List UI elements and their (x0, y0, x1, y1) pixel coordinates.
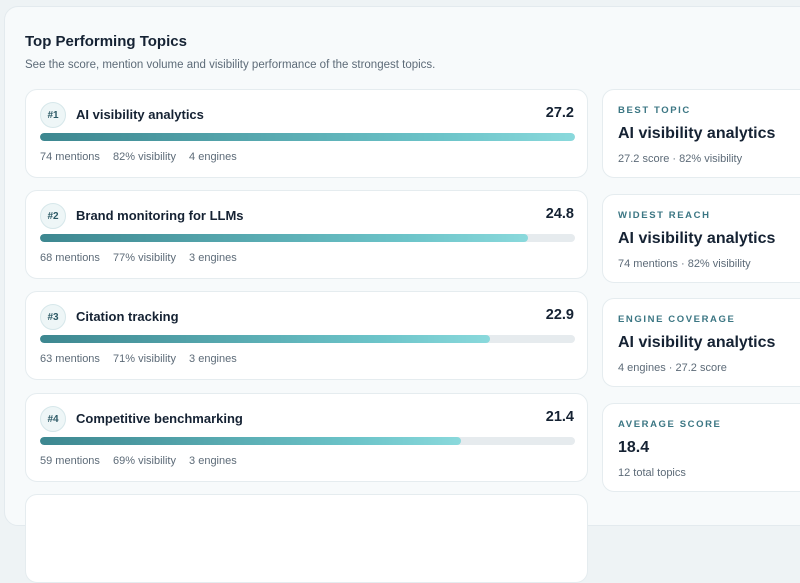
visibility-percent: 82% visibility (113, 151, 176, 163)
stat-detail: 74 mentions · 82% visibility (618, 258, 751, 270)
engines-count: 3 engines (189, 252, 237, 264)
rank-badge: #2 (40, 203, 66, 229)
stat-value: AI visibility analytics (618, 334, 776, 351)
engines-count: 3 engines (189, 353, 237, 365)
topic-card[interactable]: #1 AI visibility analytics 27.2 74 menti… (25, 89, 588, 178)
stat-label: WIDEST REACH (618, 210, 711, 221)
score-progress-fill (40, 335, 491, 343)
stat-detail: 12 total topics (618, 467, 686, 479)
stat-label: BEST TOPIC (618, 105, 691, 116)
score-progress-track (40, 234, 575, 242)
stat-detail: 4 engines · 27.2 score (618, 362, 727, 374)
score-progress-track (40, 335, 575, 343)
topic-score: 24.8 (545, 206, 574, 222)
topic-meta: 68 mentions 77% visibility 3 engines (40, 252, 247, 264)
topic-card[interactable]: #3 Citation tracking 22.9 63 mentions 71… (25, 291, 588, 380)
mentions-count: 63 mentions (40, 353, 100, 365)
topic-card-partial[interactable] (25, 494, 588, 583)
topic-meta: 63 mentions 71% visibility 3 engines (40, 353, 247, 365)
score-progress-fill (40, 437, 462, 445)
score-progress-track (40, 437, 575, 445)
visibility-percent: 77% visibility (113, 252, 176, 264)
topic-card[interactable]: #4 Competitive benchmarking 21.4 59 ment… (25, 393, 588, 482)
topic-meta: 74 mentions 82% visibility 4 engines (40, 151, 247, 163)
score-progress-fill (40, 234, 528, 242)
score-progress-fill (40, 133, 575, 141)
topic-name: Brand monitoring for LLMs (76, 208, 244, 223)
average-score-card: AVERAGE SCORE 18.4 12 total topics (602, 403, 800, 492)
engines-count: 4 engines (189, 151, 237, 163)
stat-detail: 27.2 score · 82% visibility (618, 153, 743, 165)
visibility-percent: 69% visibility (113, 455, 176, 467)
engine-coverage-card: ENGINE COVERAGE AI visibility analytics … (602, 298, 800, 387)
mentions-count: 59 mentions (40, 455, 100, 467)
mentions-count: 74 mentions (40, 151, 100, 163)
section-subtitle: See the score, mention volume and visibi… (25, 59, 436, 71)
topic-name: Competitive benchmarking (76, 411, 243, 426)
stat-label: ENGINE COVERAGE (618, 314, 736, 325)
topic-score: 27.2 (545, 105, 574, 121)
topic-name: Citation tracking (76, 309, 179, 324)
topic-meta: 59 mentions 69% visibility 3 engines (40, 455, 247, 467)
best-topic-card: BEST TOPIC AI visibility analytics 27.2 … (602, 89, 800, 178)
stat-value: AI visibility analytics (618, 125, 776, 142)
visibility-percent: 71% visibility (113, 353, 176, 365)
topic-name: AI visibility analytics (76, 107, 204, 122)
section-title: Top Performing Topics (25, 33, 187, 50)
score-progress-track (40, 133, 575, 141)
topic-score: 22.9 (545, 307, 574, 323)
widest-reach-card: WIDEST REACH AI visibility analytics 74 … (602, 194, 800, 283)
topic-card[interactable]: #2 Brand monitoring for LLMs 24.8 68 men… (25, 190, 588, 279)
rank-badge: #3 (40, 304, 66, 330)
stat-label: AVERAGE SCORE (618, 419, 722, 430)
topic-score: 21.4 (545, 409, 574, 425)
mentions-count: 68 mentions (40, 252, 100, 264)
rank-badge: #1 (40, 102, 66, 128)
stat-value: AI visibility analytics (618, 230, 776, 247)
engines-count: 3 engines (189, 455, 237, 467)
stat-value: 18.4 (618, 439, 650, 456)
rank-badge: #4 (40, 406, 66, 432)
